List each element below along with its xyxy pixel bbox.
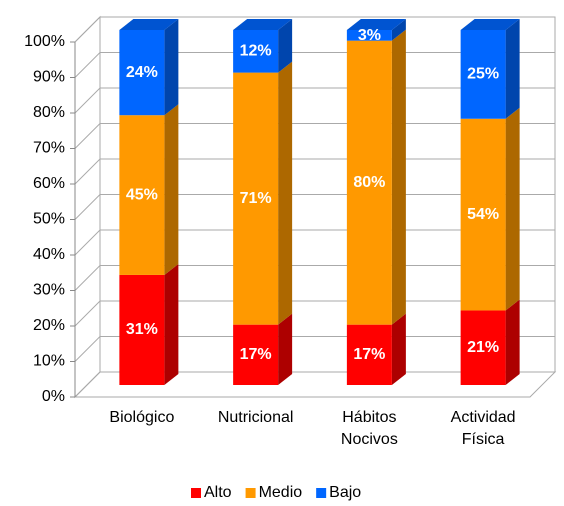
bar-side — [278, 19, 293, 73]
value-label: 80% — [353, 174, 385, 191]
grid-line — [74, 87, 101, 114]
grid-line — [74, 123, 101, 149]
grid-line — [74, 52, 101, 78]
bar-side — [391, 29, 406, 325]
grid-line — [74, 265, 101, 291]
value-label: 45% — [126, 186, 158, 203]
grid-line — [74, 229, 101, 256]
value-label: 54% — [467, 206, 499, 223]
bar-side — [164, 104, 179, 275]
y-tick-label: 60% — [33, 175, 65, 192]
x-tick-label: Nutricional — [217, 409, 294, 426]
value-label: 21% — [467, 339, 499, 356]
bar — [460, 310, 506, 385]
bar-side — [391, 313, 406, 385]
value-label: 31% — [126, 321, 158, 338]
bar — [233, 72, 279, 325]
grid-line — [74, 16, 101, 43]
x-tick-label: Actividad Física — [450, 409, 516, 448]
bar — [460, 118, 506, 311]
grid-line — [74, 336, 101, 362]
grid-line — [74, 194, 101, 220]
legend-swatch — [191, 488, 201, 498]
y-tick-label: 50% — [33, 211, 65, 228]
legend-label: Alto — [204, 484, 232, 501]
bar — [119, 115, 165, 275]
bar-top — [346, 19, 406, 30]
bar-top — [460, 19, 520, 30]
bar — [346, 30, 392, 41]
bar-side — [164, 263, 179, 385]
value-label: 3% — [358, 27, 381, 44]
bar — [346, 40, 392, 325]
y-tick-label: 30% — [33, 282, 65, 299]
value-label: 17% — [240, 346, 272, 363]
y-tick-label: 90% — [33, 69, 65, 86]
bar-side — [505, 19, 520, 119]
bar — [233, 30, 279, 73]
bar-side — [278, 313, 293, 385]
y-tick-label: 20% — [33, 317, 65, 334]
bar — [346, 324, 392, 385]
bar — [460, 30, 506, 119]
bar-side — [278, 61, 293, 325]
value-label: 71% — [240, 190, 272, 207]
value-label: 17% — [353, 346, 385, 363]
bar-side — [505, 299, 520, 385]
y-tick-label: 0% — [42, 388, 65, 405]
legend-label: Medio — [259, 484, 303, 501]
bar-side — [391, 19, 406, 41]
bar-side — [164, 19, 179, 116]
x-tick-label: Biológico — [109, 409, 175, 426]
grid-line — [74, 158, 101, 185]
bar-top — [233, 19, 293, 30]
bar-top — [119, 19, 179, 30]
bar-side — [505, 107, 520, 311]
y-tick-label: 70% — [33, 140, 65, 157]
legend-label: Bajo — [329, 484, 361, 501]
x-tick-label: Hábitos Nocivos — [340, 409, 398, 448]
bar — [233, 324, 279, 385]
grid-line — [74, 371, 101, 398]
legend-swatch — [245, 488, 256, 498]
value-label: 12% — [240, 43, 272, 60]
y-tick-label: 100% — [24, 33, 65, 50]
value-label: 24% — [126, 64, 158, 81]
y-tick-label: 80% — [33, 104, 65, 121]
bar — [119, 30, 165, 116]
legend-swatch — [316, 488, 327, 498]
y-tick-label: 10% — [33, 353, 65, 370]
grid-line — [74, 300, 101, 327]
value-label: 25% — [467, 66, 499, 83]
bar — [119, 274, 165, 385]
y-tick-label: 40% — [33, 246, 65, 263]
